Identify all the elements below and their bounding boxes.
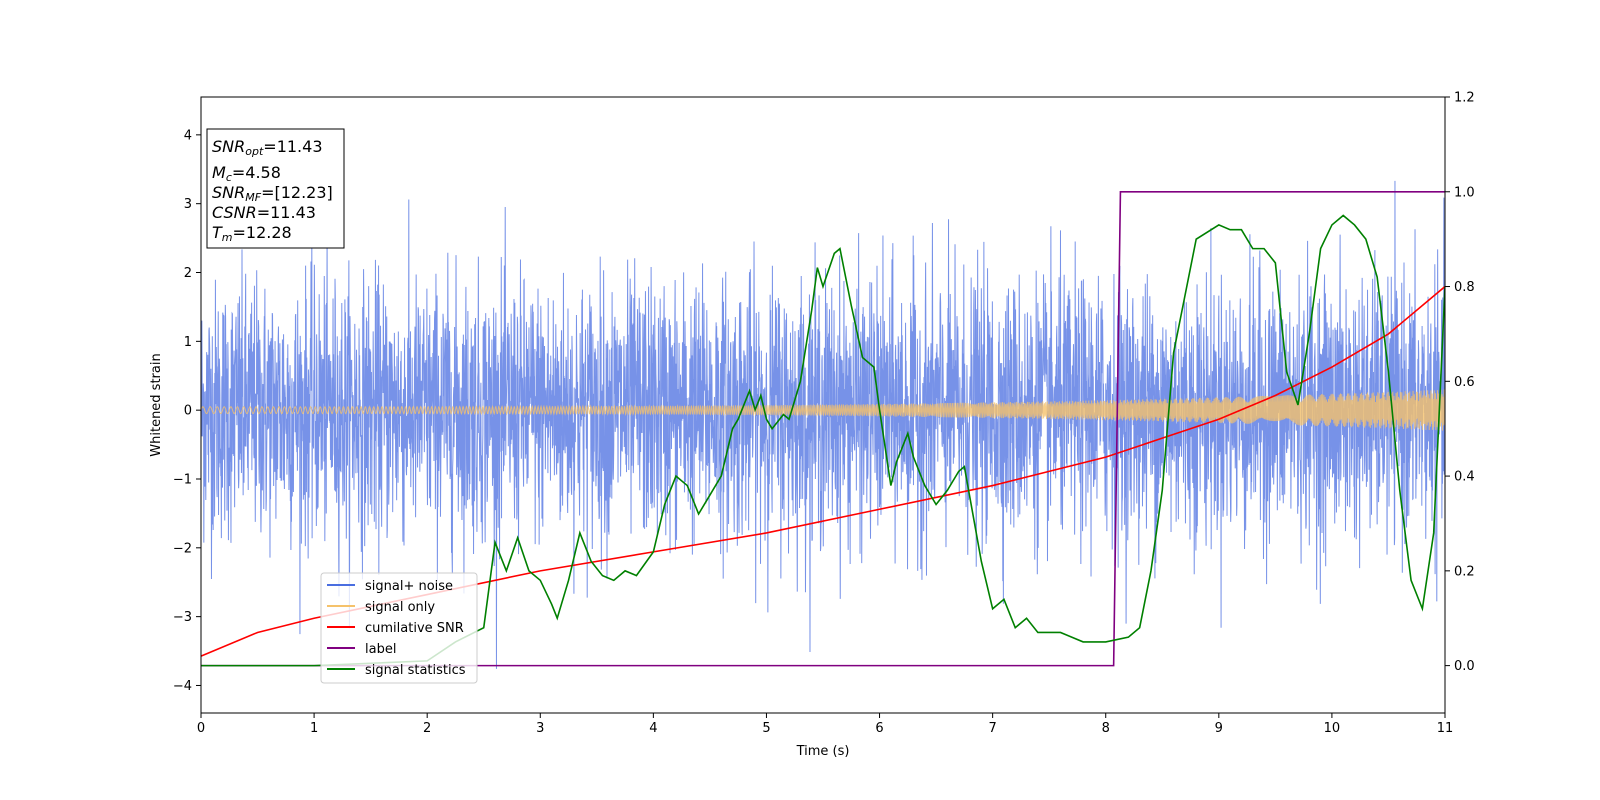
y-left-tick-label-5: 1	[184, 335, 192, 350]
info-csnr: CSNR=11.43	[212, 203, 316, 222]
y-left-tick-label-3: −1	[173, 472, 192, 487]
x-tick-label-3: 3	[536, 721, 544, 736]
x-tick-label-8: 8	[1102, 721, 1110, 736]
legend-label-signal-statistics: signal statistics	[365, 663, 466, 678]
info-snr-opt: SNRopt=11.43	[212, 137, 323, 158]
series-signal-only	[201, 389, 1445, 431]
x-tick-label-0: 0	[197, 721, 205, 736]
y-right-tick-label-6: 1.2	[1454, 91, 1475, 106]
x-tick-label-11: 11	[1437, 721, 1454, 736]
series-signal-statistics	[201, 214, 1445, 667]
info-mc: Mc=4.58	[212, 163, 281, 184]
y-right-tick-label-4: 0.8	[1454, 280, 1475, 295]
y-left-tick-label-8: 4	[184, 128, 192, 143]
series-label	[201, 190, 1445, 667]
y-left-tick-label-6: 2	[184, 266, 192, 281]
info-box-frame	[206, 128, 345, 249]
y-left-tick-label-1: −3	[173, 610, 192, 625]
x-tick-label-1: 1	[310, 721, 318, 736]
legend: signal+ noise signal only cumilative SNR…	[320, 572, 478, 684]
y-left-tick-label-0: −4	[173, 679, 192, 694]
y-right-tick-label-3: 0.6	[1454, 375, 1475, 390]
y-right-tick-label-0: 0.0	[1454, 659, 1475, 674]
y-axis-label: Whitened strain	[149, 353, 164, 456]
legend-label-signal-noise: signal+ noise	[365, 579, 453, 594]
x-axis-label: Time (s)	[796, 744, 850, 759]
info-tm: Tm=12.28	[212, 223, 292, 244]
y-right-tick-label-1: 0.2	[1454, 564, 1475, 579]
legend-label-signal-only: signal only	[365, 600, 435, 615]
x-tick-label-10: 10	[1324, 721, 1341, 736]
y-left-tick-label-7: 3	[184, 197, 192, 212]
x-tick-label-2: 2	[423, 721, 431, 736]
y-right-tick-label-2: 0.4	[1454, 470, 1475, 485]
x-tick-label-7: 7	[988, 721, 996, 736]
info-snr-mf: SNRMF=[12.23]	[212, 183, 333, 204]
legend-label-cumulative-snr: cumilative SNR	[365, 621, 464, 636]
y-right-tick-label-5: 1.0	[1454, 185, 1475, 200]
y-left-tick-label-4: 0	[184, 404, 192, 419]
x-tick-label-4: 4	[649, 721, 657, 736]
x-tick-label-5: 5	[762, 721, 770, 736]
y-left-tick-label-2: −2	[173, 541, 192, 556]
legend-label-label: label	[365, 642, 396, 657]
axes: 0 1 2 3 4 5 6 7 8 9 10 11 −4 −3 −2 −1 0 1 2 3 4 0.0 0.2 0.4 0.6 0…	[149, 91, 1475, 760]
info-box: SNRopt=11.43 Mc=4.58 SNRMF=[12.23] CSNR=…	[206, 128, 345, 249]
x-tick-label-6: 6	[875, 721, 883, 736]
legend-frame	[320, 572, 478, 684]
x-tick-label-9: 9	[1215, 721, 1223, 736]
plot-frame	[200, 96, 1446, 714]
